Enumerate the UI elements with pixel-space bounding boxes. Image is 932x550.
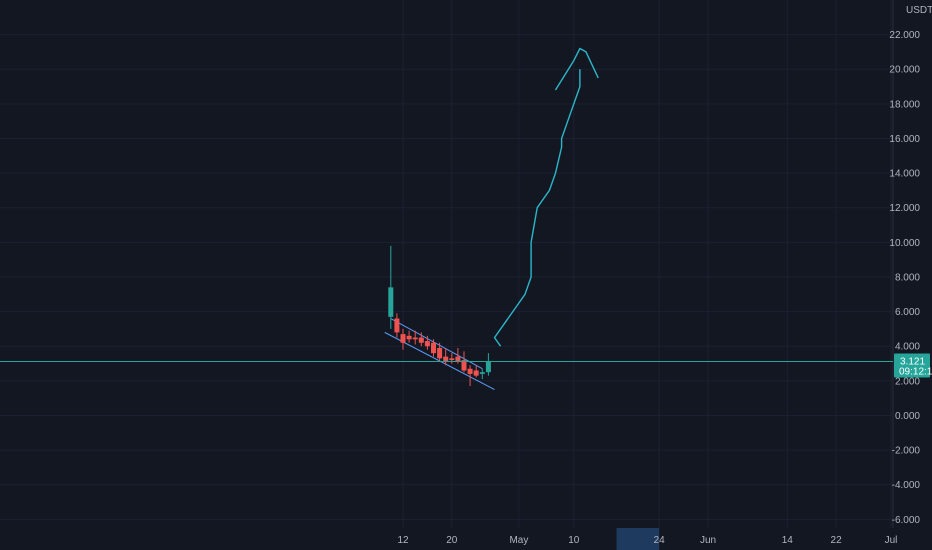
current-price-badge <box>894 353 930 378</box>
projection-path <box>493 69 581 347</box>
price-tick-label: 14.000 <box>889 169 920 180</box>
price-tick-label: 16.000 <box>889 134 920 145</box>
time-axis-panel[interactable] <box>0 528 893 550</box>
grid <box>0 0 893 528</box>
price-tick-label: 22.000 <box>889 30 920 41</box>
price-axis-panel[interactable] <box>893 0 932 550</box>
candle-body <box>437 347 443 359</box>
time-tick-label: 10 <box>568 535 580 546</box>
candle-body <box>400 334 406 343</box>
time-tick-label: 20 <box>446 535 458 546</box>
time-tick-label: Jun <box>700 535 716 546</box>
candle-body <box>388 287 394 317</box>
candle-body <box>406 335 412 340</box>
candle-body <box>455 356 461 362</box>
candles <box>388 245 491 387</box>
candle-body <box>473 370 479 376</box>
price-tick-label: -4.000 <box>892 480 921 491</box>
price-tick-label: 4.000 <box>895 342 920 353</box>
candle-body <box>485 361 491 373</box>
time-tick-label: 22 <box>831 535 843 546</box>
price-tick-label: 0.000 <box>895 411 920 422</box>
price-tick-label: 12.000 <box>889 203 920 214</box>
candle-body <box>418 337 424 343</box>
candle-body <box>431 342 436 354</box>
candle-body <box>461 360 467 371</box>
price-tick-label: 6.000 <box>895 307 920 318</box>
price-countdown: 09:12:19 <box>899 366 932 377</box>
time-tick-label: 12 <box>397 535 409 546</box>
price-tick-label: 20.000 <box>889 65 920 76</box>
candle-body <box>424 341 430 347</box>
candle-body <box>443 356 449 362</box>
time-tick-label: 24 <box>654 535 666 546</box>
candle-body <box>449 358 455 361</box>
time-axis-selection-highlight <box>616 528 660 550</box>
candle-body <box>479 372 485 374</box>
price-tick-label: -2.000 <box>892 446 921 457</box>
current-price-value: 3.121 <box>900 356 925 367</box>
price-tick-label: 18.000 <box>889 99 920 110</box>
price-tick-label: 10.000 <box>889 238 920 249</box>
projection-arrow-head <box>554 47 599 91</box>
currency-label: USDT <box>906 5 932 16</box>
price-tick-label: 8.000 <box>895 272 920 283</box>
price-tick-label: 2.000 <box>895 376 920 387</box>
channel-line-upper <box>390 318 483 370</box>
price-tick-label: -6.000 <box>892 515 921 526</box>
time-axis-labels: 12 20 May 10 24 Jun 14 22 Jul <box>397 535 897 546</box>
candle-body <box>467 368 473 374</box>
candle-body <box>412 337 418 340</box>
price-axis-labels: USDT 22.000 20.000 18.000 16.000 14.000 12.00… <box>889 5 932 526</box>
time-tick-label: Jul <box>885 535 898 546</box>
time-tick-label: May <box>509 535 528 546</box>
time-tick-label: 14 <box>782 535 794 546</box>
candle-body <box>394 318 400 333</box>
